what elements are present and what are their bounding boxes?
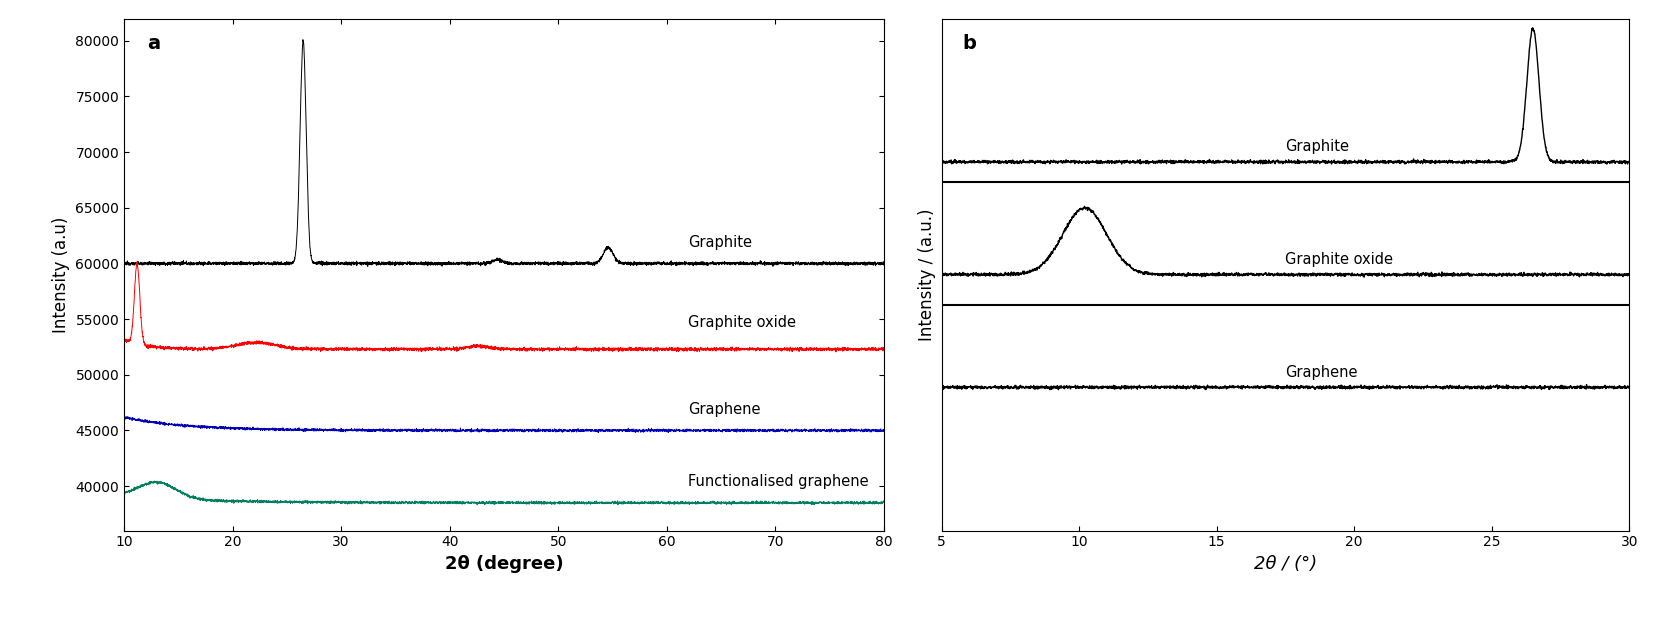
Text: Graphite oxide: Graphite oxide [688, 315, 797, 330]
X-axis label: 2θ (degree): 2θ (degree) [445, 555, 564, 573]
Text: b: b [963, 34, 976, 53]
Text: Graphite: Graphite [688, 235, 753, 250]
Text: Functionalised graphene: Functionalised graphene [688, 474, 868, 489]
Y-axis label: Intensity (a.u): Intensity (a.u) [51, 217, 69, 333]
X-axis label: 2θ / (°): 2θ / (°) [1254, 555, 1317, 573]
Text: Graphite oxide: Graphite oxide [1285, 252, 1393, 267]
Text: a: a [147, 34, 160, 53]
Text: Graphene: Graphene [1285, 365, 1358, 379]
Text: Graphite: Graphite [1285, 139, 1350, 154]
Y-axis label: Intensity / (a.u.): Intensity / (a.u.) [918, 209, 936, 341]
Text: Graphene: Graphene [688, 402, 761, 417]
